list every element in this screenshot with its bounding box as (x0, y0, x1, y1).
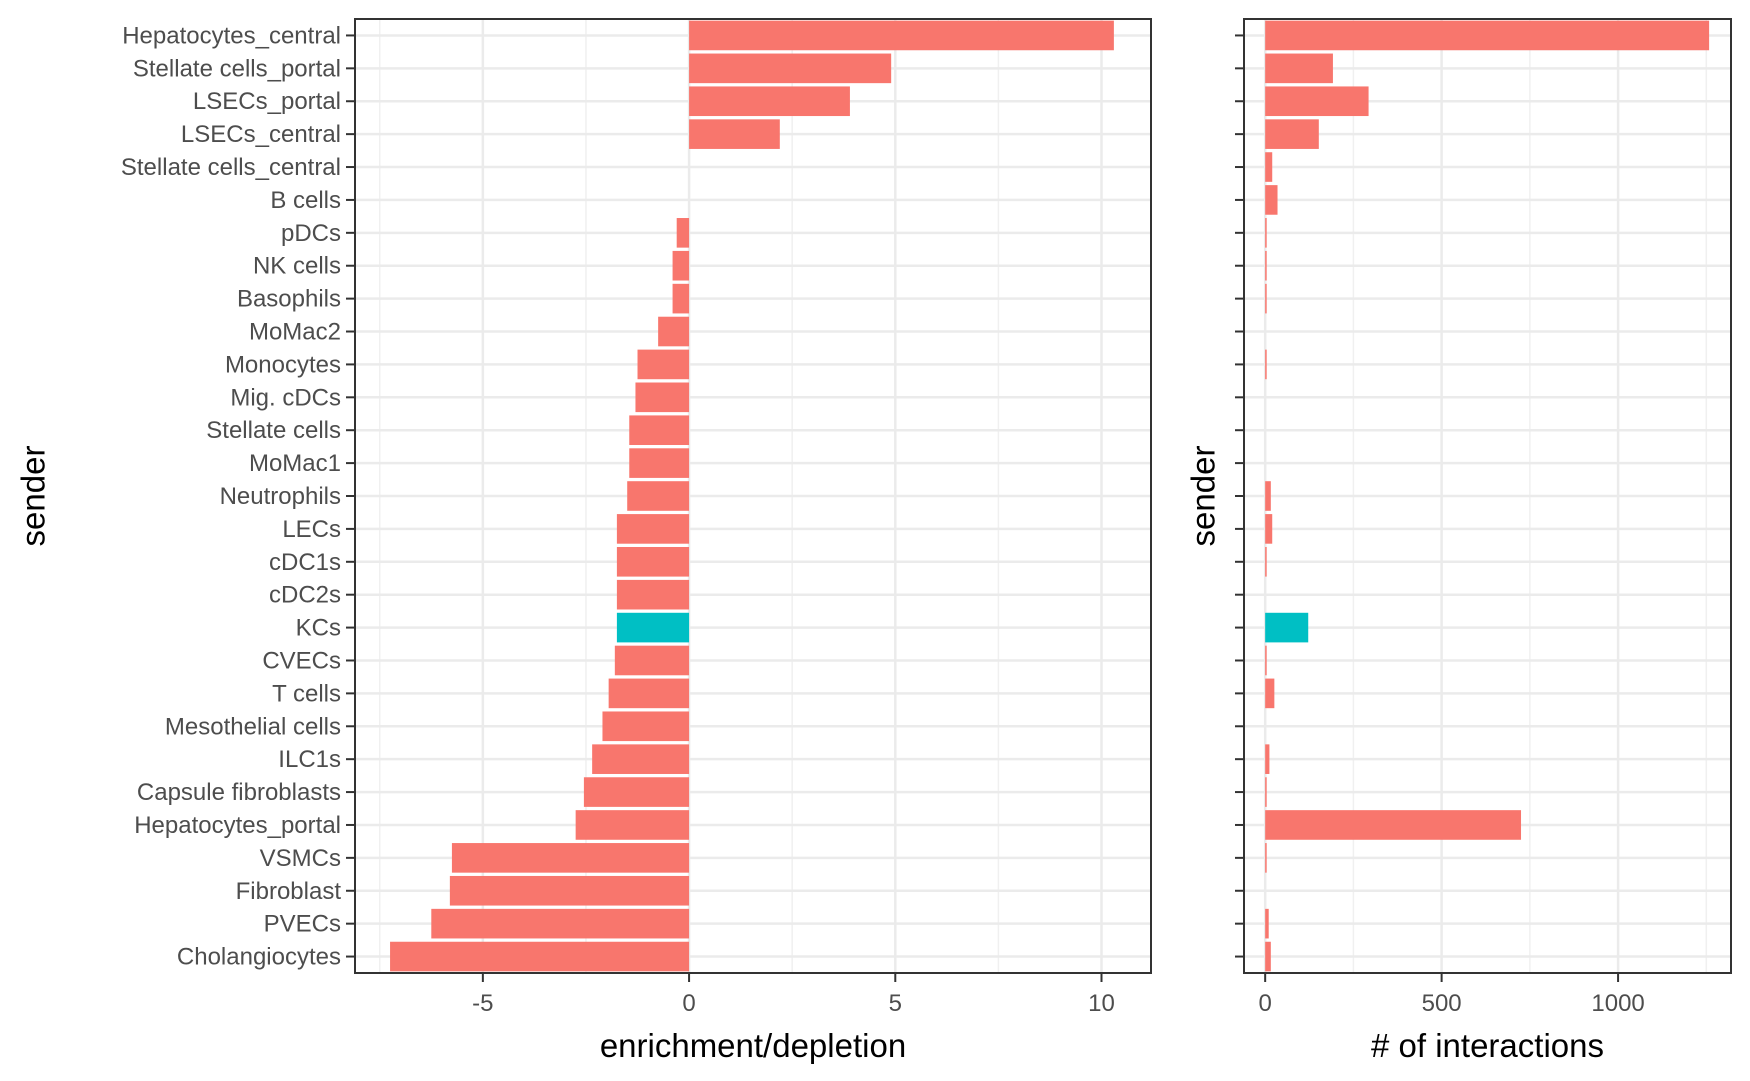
bar-pdcs (676, 218, 690, 248)
bar-t-cells (1265, 678, 1275, 709)
y-tick-label: Stellate cells_central (121, 154, 341, 181)
bar-mig-cdcs (635, 382, 690, 413)
bar-cholangiocytes (1265, 941, 1271, 972)
bar-capsule-fibroblasts (583, 777, 690, 807)
y-tick-label: VSMCs (260, 845, 341, 872)
y-tick-label: NK cells (253, 253, 341, 280)
y-tick-label: MoMac2 (249, 319, 341, 346)
y-tick-label: Hepatocytes_portal (134, 812, 341, 839)
x-tick-label: 0 (682, 990, 695, 1017)
bar-stellate-cells (629, 415, 690, 446)
y-tick-label: Capsule fibroblasts (137, 779, 341, 806)
x-tick-label: -5 (472, 990, 493, 1017)
bar-cdc2s (616, 579, 690, 610)
y-tick-label: Neutrophils (220, 483, 341, 510)
x-axis-title: # of interactions (1371, 1027, 1604, 1064)
y-tick-label: Stellate cells_portal (133, 55, 341, 82)
bar-vsmcs (1265, 843, 1267, 873)
x-tick-label: 1000 (1591, 990, 1644, 1017)
y-tick-label: Monocytes (225, 351, 341, 378)
y-tick-label: Mig. cDCs (230, 384, 341, 411)
y-tick-label: Stellate cells (206, 417, 341, 444)
bar-pdcs (1265, 218, 1267, 248)
bar-kcs (616, 612, 690, 643)
bar-hepatocytes-central (689, 20, 1114, 51)
bar-mesothelial-cells (602, 711, 690, 742)
y-tick-label: Fibroblast (236, 878, 342, 905)
bar-hepatocytes-central (1265, 20, 1710, 51)
bar-lsecs-central (689, 119, 780, 149)
y-tick-label: pDCs (281, 220, 341, 247)
y-tick-label: CVECs (262, 647, 341, 674)
bar-lsecs-portal (689, 86, 850, 117)
bar-cvecs (1265, 645, 1267, 676)
y-tick-label: cDC2s (269, 582, 341, 609)
y-tick-label: LECs (282, 516, 341, 543)
y-tick-label: cDC1s (269, 549, 341, 576)
bar-vsmcs (451, 843, 690, 873)
bar-stellate-cells-central (1265, 152, 1273, 182)
x-tick-label: 10 (1088, 990, 1115, 1017)
bar-hepatocytes-portal (1265, 810, 1522, 840)
bar-fibroblast (449, 875, 690, 906)
y-tick-label: Basophils (237, 286, 341, 313)
x-tick-label: 5 (889, 990, 902, 1017)
bar-nk-cells (672, 250, 690, 281)
y-axis-title: sender (15, 446, 52, 547)
bar-lsecs-central (1265, 119, 1319, 149)
x-tick-label: 0 (1258, 990, 1271, 1017)
bar-monocytes (637, 349, 690, 380)
y-tick-label: KCs (296, 615, 341, 642)
bar-cdc1s (1265, 546, 1267, 577)
x-tick-label: 500 (1422, 990, 1462, 1017)
bar-neutrophils (1265, 481, 1271, 511)
bar-neutrophils (627, 481, 690, 511)
bar-basophils (672, 283, 690, 314)
panel-right: 0 500 1000 # of interactions sender (1185, 18, 1732, 1064)
bar-basophils (1265, 283, 1267, 314)
bar-pvecs (431, 908, 690, 939)
bar-cholangiocytes (390, 941, 690, 972)
bar-t-cells (608, 678, 690, 709)
bar-kcs (1265, 612, 1309, 643)
bar-lecs (616, 514, 690, 544)
y-tick-label: ILC1s (278, 746, 341, 773)
y-tick-label: B cells (270, 187, 341, 214)
y-tick-label: MoMac1 (249, 450, 341, 477)
panel-left: Hepatocytes_central Stellate cells_portal… (15, 18, 1152, 1064)
bar-lecs (1265, 514, 1273, 544)
bar-ilc1s (1265, 744, 1270, 774)
y-tick-label: Hepatocytes_central (122, 22, 341, 49)
bar-monocytes (1265, 349, 1267, 380)
bar-capsule-fibroblasts (1265, 777, 1267, 807)
y-tick-label: Cholangiocytes (177, 944, 341, 971)
bar-nk-cells (1265, 250, 1267, 281)
bar-b-cells (1265, 185, 1278, 215)
bar-ilc1s (592, 744, 690, 774)
bar-hepatocytes-portal (575, 810, 690, 840)
y-tick-label: Mesothelial cells (165, 713, 341, 740)
bar-stellate-cells-portal (689, 53, 892, 84)
y-tick-label: PVECs (264, 911, 341, 938)
bar-pvecs (1265, 908, 1269, 939)
y-tick-label: LSECs_portal (193, 88, 341, 115)
bar-momac2 (658, 316, 690, 347)
bar-lsecs-portal (1265, 86, 1369, 117)
bar-stellate-cells-portal (1265, 53, 1333, 84)
bar-momac1 (629, 448, 690, 478)
bar-cdc1s (616, 546, 690, 577)
bar-cvecs (614, 645, 690, 676)
x-axis-title: enrichment/depletion (600, 1027, 906, 1064)
y-axis-title: sender (1185, 446, 1222, 547)
y-tick-label: T cells (272, 680, 341, 707)
y-tick-label: LSECs_central (181, 121, 341, 148)
